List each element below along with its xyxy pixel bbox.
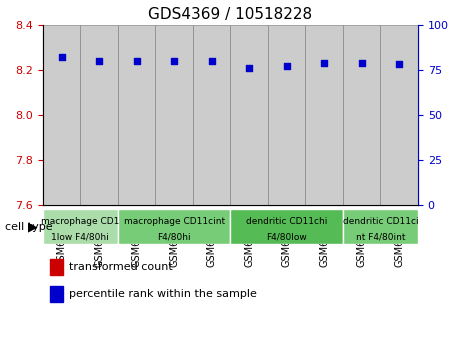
Bar xyxy=(230,209,343,244)
Point xyxy=(170,58,178,64)
Text: macrophage CD1: macrophage CD1 xyxy=(41,217,120,226)
Point xyxy=(133,58,141,64)
Point xyxy=(58,55,66,60)
Bar xyxy=(343,209,418,244)
Text: dendritic CD11ci: dendritic CD11ci xyxy=(342,217,418,226)
Bar xyxy=(165,106,183,205)
Bar xyxy=(43,25,80,205)
Bar xyxy=(315,140,333,205)
Text: 1low F4/80hi: 1low F4/80hi xyxy=(51,233,109,242)
Point xyxy=(95,58,103,64)
Bar xyxy=(52,65,71,205)
Bar xyxy=(118,209,230,244)
Text: ▶: ▶ xyxy=(28,220,38,233)
Bar xyxy=(193,25,230,205)
Bar xyxy=(240,199,258,205)
Point xyxy=(358,60,366,65)
Text: transformed count: transformed count xyxy=(69,262,173,272)
Text: nt F4/80int: nt F4/80int xyxy=(356,233,405,242)
Bar xyxy=(80,25,118,205)
Point xyxy=(320,60,328,65)
Text: percentile rank within the sample: percentile rank within the sample xyxy=(69,289,257,299)
Bar xyxy=(268,25,305,205)
Bar xyxy=(118,25,155,205)
Bar xyxy=(305,25,343,205)
Bar xyxy=(202,102,221,205)
Bar xyxy=(155,25,193,205)
Bar xyxy=(50,286,63,302)
Point xyxy=(208,58,216,64)
Bar xyxy=(390,158,408,205)
Text: cell type: cell type xyxy=(5,222,52,232)
Title: GDS4369 / 10518228: GDS4369 / 10518228 xyxy=(148,7,313,22)
Bar xyxy=(127,144,146,205)
Bar xyxy=(43,209,118,244)
Bar xyxy=(277,153,296,205)
Bar xyxy=(90,158,108,205)
Bar xyxy=(50,259,63,275)
Text: F4/80low: F4/80low xyxy=(266,233,307,242)
Text: macrophage CD11cint: macrophage CD11cint xyxy=(124,217,225,226)
Text: dendritic CD11chi: dendritic CD11chi xyxy=(246,217,327,226)
Bar xyxy=(343,25,380,205)
Bar xyxy=(230,25,268,205)
Point xyxy=(395,62,403,67)
Text: F4/80hi: F4/80hi xyxy=(157,233,191,242)
Bar xyxy=(380,25,418,205)
Bar xyxy=(352,113,371,205)
Point xyxy=(283,63,290,69)
Point xyxy=(245,65,253,71)
